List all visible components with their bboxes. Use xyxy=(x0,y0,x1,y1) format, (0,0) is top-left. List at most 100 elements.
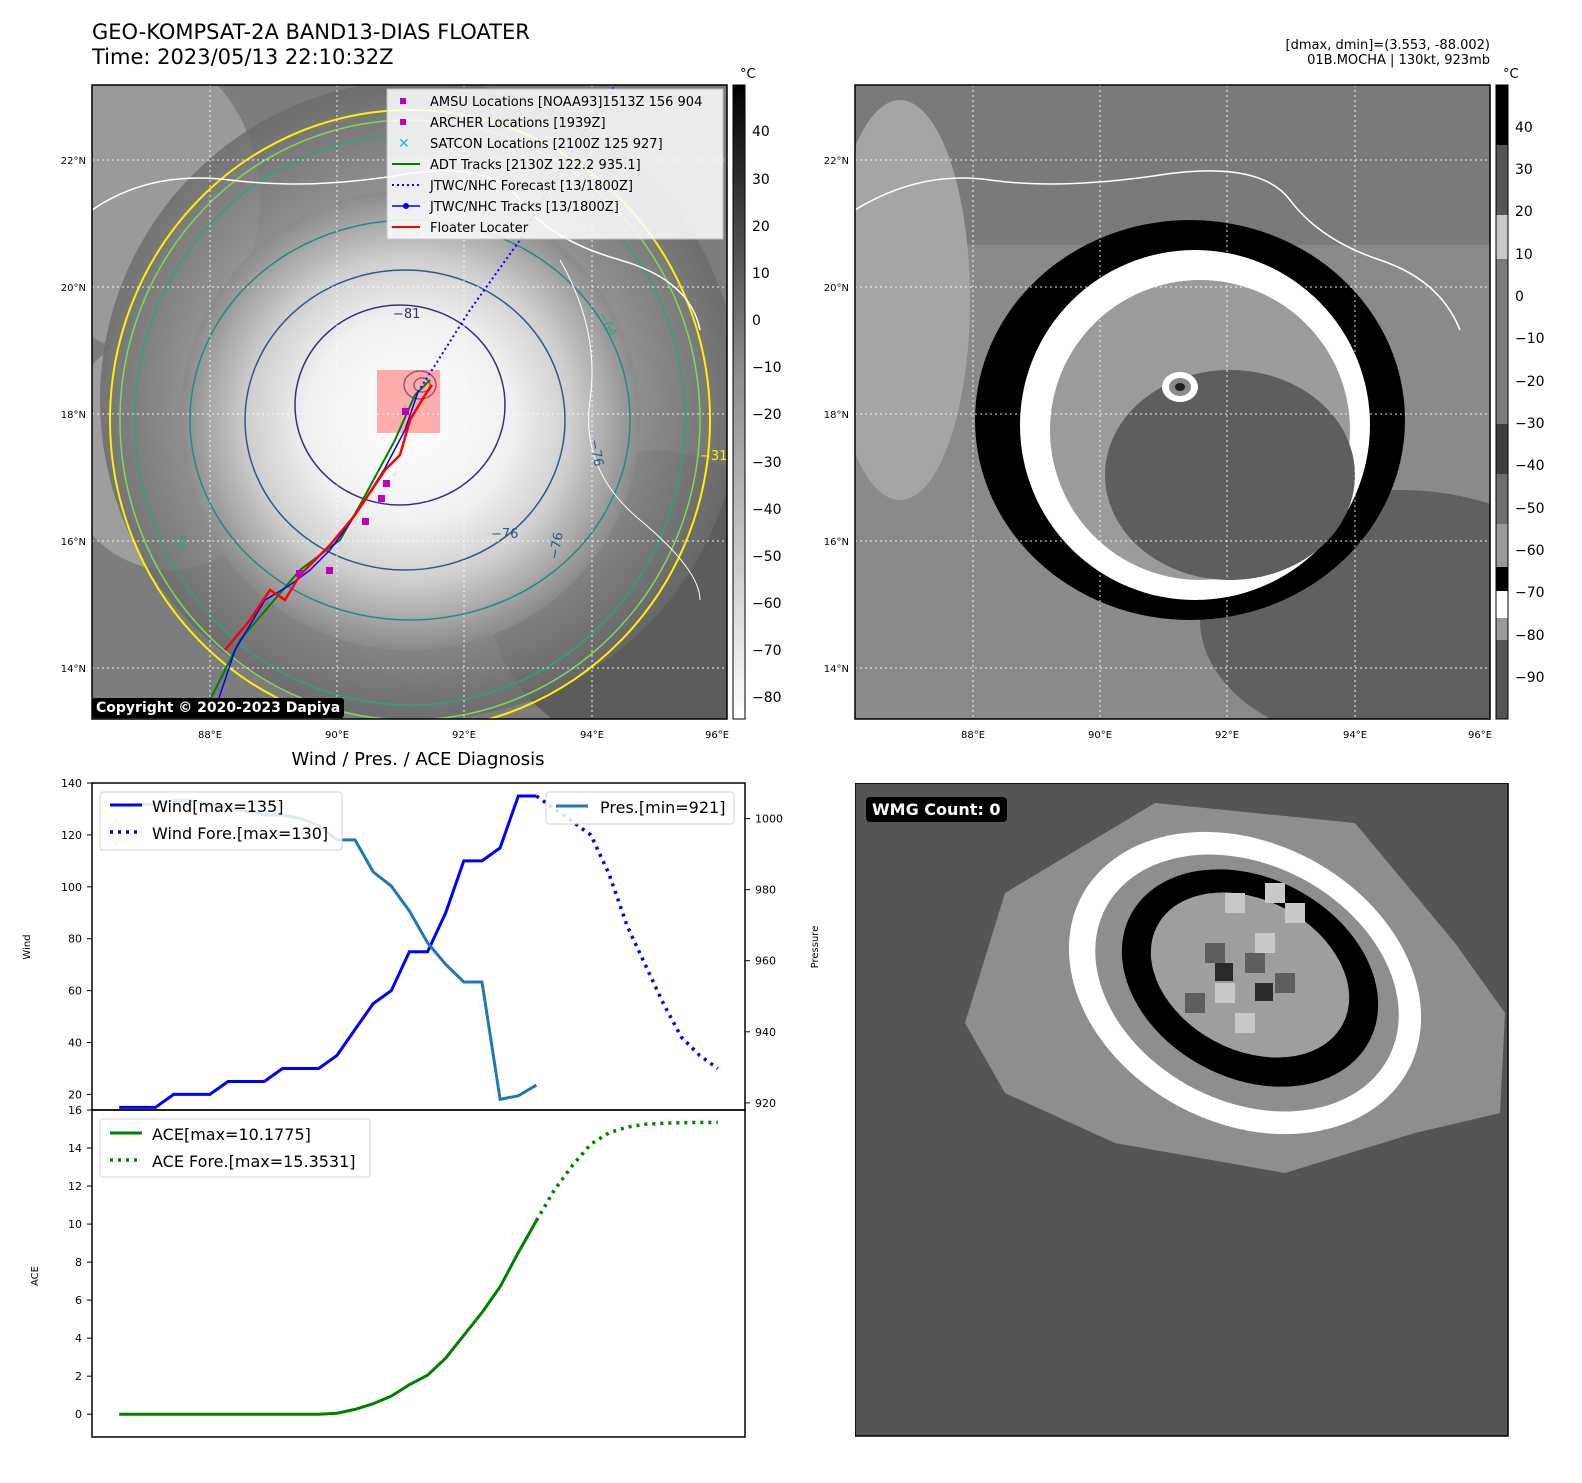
left-lon-ticks: 88°E 90°E 92°E 94°E 96°E xyxy=(198,730,729,741)
contour-label: −76 xyxy=(547,531,567,561)
right-map-image xyxy=(855,85,1490,719)
ace-chart-frame xyxy=(91,1109,746,1438)
colorbar-tick: 0 xyxy=(752,313,761,329)
axis-tick-label: 12 xyxy=(68,1180,82,1193)
right-lon-ticks: 88°E 90°E 92°E 94°E 96°E xyxy=(961,730,1492,741)
lon-tick: 90°E xyxy=(325,730,349,741)
axis-tick-label: 6 xyxy=(75,1294,82,1307)
colorbar-tick: −70 xyxy=(752,643,782,659)
colorbar-tick: 0 xyxy=(1515,289,1524,305)
legend-label: SATCON Locations [2100Z 125 927] xyxy=(430,137,663,152)
figure-title: GEO-KOMPSAT-2A BAND13-DIAS FLOATER Time:… xyxy=(92,20,530,70)
wind-axis-label: Wind xyxy=(22,934,33,959)
contour-label: −81 xyxy=(393,307,420,322)
axis-tick-label: 1000 xyxy=(755,813,783,826)
axis-tick-label: 920 xyxy=(755,1097,776,1110)
colorbar-tick: −30 xyxy=(752,455,782,471)
lon-tick: 94°E xyxy=(580,730,604,741)
ace-y-ticks: 0 2 4 6 8 10 12 14 16 xyxy=(68,1104,92,1421)
lat-tick: 16°N xyxy=(61,537,86,548)
legend-label: ACE Fore.[max=15.3531] xyxy=(152,1152,356,1171)
pressure-axis-label: Pressure xyxy=(810,926,820,969)
lat-tick: 14°N xyxy=(824,664,849,675)
wind-legend: Wind[max=135] Wind Fore.[max=130] xyxy=(99,791,343,851)
contour-label: −76 xyxy=(491,527,518,542)
axis-tick-label: 140 xyxy=(61,777,82,790)
lat-tick: 18°N xyxy=(824,410,849,421)
pressure-y-ticks: 920 940 960 980 1000 xyxy=(745,813,783,1110)
colorbar-tick: 40 xyxy=(1515,120,1533,136)
axis-tick-label: 2 xyxy=(75,1370,82,1383)
axis-tick-label: 0 xyxy=(75,1408,82,1421)
legend-label: Pres.[min=921] xyxy=(600,798,725,817)
axis-tick-label: 40 xyxy=(68,1037,82,1050)
title-line-1: GEO-KOMPSAT-2A BAND13-DIAS FLOATER xyxy=(92,20,530,44)
lat-tick: 14°N xyxy=(61,664,86,675)
lat-tick: 22°N xyxy=(61,156,86,167)
ace-axis-label: ACE xyxy=(30,1266,41,1286)
lat-tick: 20°N xyxy=(61,283,86,294)
colorbar-tick: −90 xyxy=(1515,670,1545,686)
wind-y-ticks: 20 40 60 80 100 120 140 xyxy=(61,777,92,1101)
ace-legend: ACE[max=10.1775] ACE Fore.[max=15.3531] xyxy=(99,1118,371,1178)
legend-label: JTWC/NHC Forecast [13/1800Z] xyxy=(429,179,633,194)
colorbar-tick: 30 xyxy=(1515,162,1533,178)
axis-tick-label: 14 xyxy=(68,1142,82,1155)
colorbar-tick: −50 xyxy=(1515,501,1545,517)
axis-tick-label: 10 xyxy=(68,1218,82,1231)
lon-tick: 92°E xyxy=(452,730,476,741)
axis-tick-label: 940 xyxy=(755,1026,776,1039)
copyright-badge: Copyright © 2020-2023 Dapiya xyxy=(92,698,345,718)
colorbar-tick: −10 xyxy=(752,360,782,376)
legend-label: ADT Tracks [2130Z 122.2 935.1] xyxy=(430,158,641,173)
legend-label: JTWC/NHC Tracks [13/1800Z] xyxy=(429,200,619,215)
colorbar-tick: −30 xyxy=(1515,416,1545,432)
colorbar-tick: −40 xyxy=(1515,458,1545,474)
colorbar-tick: −80 xyxy=(752,690,782,706)
left-colorbar: °C 40 30 20 10 0 −10 −20 −30 −40 −50 −60… xyxy=(732,67,782,720)
colorbar-unit: °C xyxy=(740,67,756,82)
wmg-panel xyxy=(855,783,1509,1437)
dmax-dmin-text: [dmax, dmin]=(3.553, -88.002) xyxy=(1285,38,1490,53)
legend-label: ARCHER Locations [1939Z] xyxy=(430,116,606,131)
lat-tick: 20°N xyxy=(824,283,849,294)
pressure-legend: Pres.[min=921] xyxy=(545,791,735,825)
colorbar-tick: −20 xyxy=(1515,374,1545,390)
colorbar-tick: 20 xyxy=(1515,204,1533,220)
axis-tick-label: 80 xyxy=(68,933,82,946)
contour-label: −31 xyxy=(700,449,727,464)
colorbar-tick: 10 xyxy=(752,266,770,282)
legend-marker-x: ✕ xyxy=(398,136,410,152)
colorbar-tick: −60 xyxy=(752,596,782,612)
lon-tick: 96°E xyxy=(1468,730,1492,741)
wmg-count-badge: WMG Count: 0 xyxy=(866,797,1007,822)
lon-tick: 92°E xyxy=(1215,730,1239,741)
lat-tick: 16°N xyxy=(824,537,849,548)
contour-label: −76 xyxy=(586,438,606,468)
colorbar-tick: 20 xyxy=(752,219,770,235)
diagnosis-charts: Wind / Pres. / ACE Diagnosis 20406080100… xyxy=(22,749,820,1438)
diagnosis-title: Wind / Pres. / ACE Diagnosis xyxy=(291,749,544,770)
colorbar-tick: −50 xyxy=(752,549,782,565)
axis-tick-label: 120 xyxy=(61,829,82,842)
colorbar-tick: 10 xyxy=(1515,247,1533,263)
axis-tick-label: 8 xyxy=(75,1256,82,1269)
legend-marker-dot xyxy=(403,203,409,209)
series-wind-line xyxy=(119,794,537,1109)
colorbar-tick: 30 xyxy=(752,172,770,188)
colorbar-tick: −10 xyxy=(1515,331,1545,347)
right-colorbar: °C 40 30 20 10 0 −10 −20 −30 −40 −50 −60… xyxy=(1495,67,1545,720)
legend-label: Floater Locater xyxy=(430,221,529,236)
legend-label: ACE[max=10.1775] xyxy=(152,1125,311,1144)
legend-marker-square xyxy=(400,119,406,125)
colorbar-tick: −20 xyxy=(752,407,782,423)
axis-tick-label: 980 xyxy=(755,884,776,897)
map-legend: AMSU Locations [NOAA93]1513Z 156 904 ARC… xyxy=(386,88,724,240)
axis-tick-label: 16 xyxy=(68,1104,82,1117)
lon-tick: 88°E xyxy=(961,730,985,741)
axis-tick-label: 960 xyxy=(755,955,776,968)
lat-tick: 18°N xyxy=(61,410,86,421)
axis-tick-label: 60 xyxy=(68,985,82,998)
storm-info: [dmax, dmin]=(3.553, -88.002) 01B.MOCHA … xyxy=(1286,38,1490,68)
axis-tick-label: 20 xyxy=(68,1088,82,1101)
